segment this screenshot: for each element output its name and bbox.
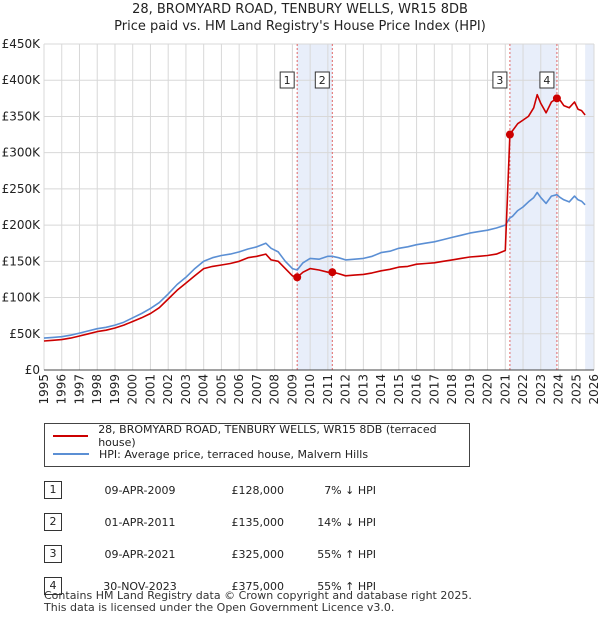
x-tick-label: 2004 [197,374,211,405]
row-number-badge: 3 [44,545,62,563]
transaction-point [293,273,302,282]
x-tick-label: 2020 [481,374,495,405]
y-tick-label: £400K [2,73,42,87]
transactions-table: 1 09-APR-2009 £128,000 7% ↓ HPI 2 01-APR… [40,474,376,602]
transaction-point [505,130,514,139]
transaction-point [552,94,561,103]
x-tick-label: 2006 [232,374,246,405]
shaded-range [509,44,557,370]
x-tick-label: 2005 [214,374,228,405]
x-tick-label: 1998 [90,374,104,405]
legend-item-property: 28, BROMYARD ROAD, TENBURY WELLS, WR15 8… [53,423,469,449]
row-price: £128,000 [231,483,285,497]
table-row: 4 30-NOV-2023 £375,000 55% ↑ HPI [40,570,376,602]
row-number-badge: 4 [44,577,62,595]
x-tick-label: 2008 [268,374,282,405]
table-row: 1 09-APR-2009 £128,000 7% ↓ HPI [40,474,376,506]
legend-item-hpi: HPI: Average price, terraced house, Malv… [53,446,368,462]
chart-subtitle: Price paid vs. HM Land Registry's House … [114,19,486,34]
x-tick-label: 2018 [445,374,459,405]
legend-label-property: 28, BROMYARD ROAD, TENBURY WELLS, WR15 8… [98,423,437,449]
x-tick-label: 2009 [285,374,299,405]
x-tick-label: 2024 [552,374,566,405]
chart-title: 28, BROMYARD ROAD, TENBURY WELLS, WR15 8… [132,2,468,17]
row-hpi: 55% ↑ HPI [317,579,376,593]
transaction-marker-label: 2 [319,74,326,87]
legend-swatch-blue [53,453,89,455]
series-line-hpi [43,191,586,339]
x-tick-label: 2023 [534,374,548,405]
x-tick-label: 2026 [587,374,600,405]
transaction-marker-label: 3 [496,74,503,87]
x-tick-label: 2007 [250,374,264,405]
row-number-badge: 1 [44,481,62,499]
x-tick-label: 2019 [463,374,477,405]
row-hpi: 55% ↑ HPI [317,547,376,561]
transaction-marker-label: 1 [284,74,291,87]
y-tick-label: £450K [2,37,42,51]
price-chart: £0 £50K £100K £150K £200K £250K £300K £350K £400… [2,37,600,405]
legend-label-hpi: HPI: Average price, terraced house, Malv… [99,447,369,461]
y-tick-label: £350K [2,109,42,123]
x-tick-label: 2011 [321,374,335,405]
shaded-range [585,44,594,370]
x-tick-label: 2022 [516,374,530,405]
row-date: 30-NOV-2023 [103,579,177,593]
shaded-range [297,44,333,370]
legend: 28, BROMYARD ROAD, TENBURY WELLS, WR15 8… [44,423,470,467]
x-tick-label: 2017 [427,374,441,405]
row-date: 01-APR-2011 [104,515,176,529]
x-tick-label: 1996 [55,374,69,405]
y-tick-label: £50K [9,327,41,341]
x-tick-label: 1997 [72,374,86,405]
legend-swatch-red [53,435,89,437]
row-date: 09-APR-2009 [104,483,176,497]
table-row: 3 09-APR-2021 £325,000 55% ↑ HPI [40,538,376,570]
x-tick-label: 2012 [339,374,353,405]
footer-copyright: Contains HM Land Registry data © Crown c… [44,589,472,602]
row-price: £325,000 [231,547,285,561]
y-tick-label: £300K [2,146,42,160]
transaction-marker-label: 4 [543,74,550,87]
x-tick-label: 2015 [392,374,406,405]
x-tick-label: 2013 [356,374,370,405]
transaction-marker-box [279,71,295,89]
y-tick-label: £100K [2,291,42,305]
transaction-marker-box [539,71,555,89]
x-tick-label: 2010 [303,374,317,405]
y-tick-label: £250K [2,182,42,196]
transaction-marker-box [492,71,508,89]
series-line-property [43,93,586,342]
transaction-marker-box [314,71,330,89]
transaction-point [328,268,337,277]
x-tick-label: 2016 [410,374,424,405]
table-row: 2 01-APR-2011 £135,000 14% ↓ HPI [40,506,376,538]
footer: Contains HM Land Registry data © Crown c… [44,590,472,614]
row-hpi: 14% ↓ HPI [317,515,376,529]
x-tick-label: 2003 [179,374,193,405]
y-tick-label: £150K [2,254,42,268]
y-tick-label: £0 [25,363,40,377]
x-tick-label: 1999 [108,374,122,405]
y-tick-label: £200K [2,218,42,232]
x-tick-label: 2000 [126,374,140,405]
row-date: 09-APR-2021 [104,547,176,561]
row-number-badge: 2 [44,513,62,531]
x-tick-label: 2002 [161,374,175,405]
x-tick-label: 2021 [498,374,512,405]
x-tick-label: 1995 [37,374,51,405]
footer-license: This data is licensed under the Open Gov… [44,601,395,614]
x-tick-label: 2001 [143,374,157,405]
x-tick-label: 2014 [374,374,388,405]
row-hpi: 7% ↓ HPI [324,483,376,497]
x-tick-label: 2025 [569,374,583,405]
row-price: £375,000 [231,579,285,593]
row-price: £135,000 [231,515,285,529]
